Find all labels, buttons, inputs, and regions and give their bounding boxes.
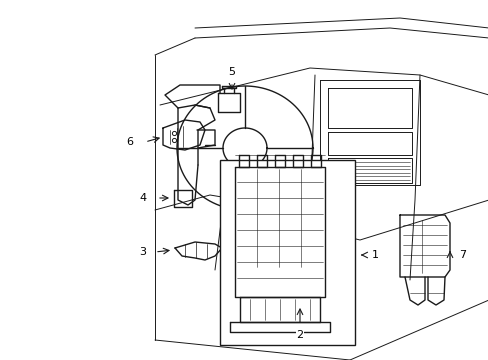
Text: 5: 5 (228, 67, 235, 77)
Text: 3: 3 (139, 247, 146, 257)
Text: 4: 4 (139, 193, 146, 203)
Text: 2: 2 (296, 330, 303, 340)
Bar (220, 160, 354, 345)
Text: 7: 7 (459, 250, 466, 260)
Text: 6: 6 (126, 137, 133, 147)
Text: 1: 1 (371, 250, 378, 260)
